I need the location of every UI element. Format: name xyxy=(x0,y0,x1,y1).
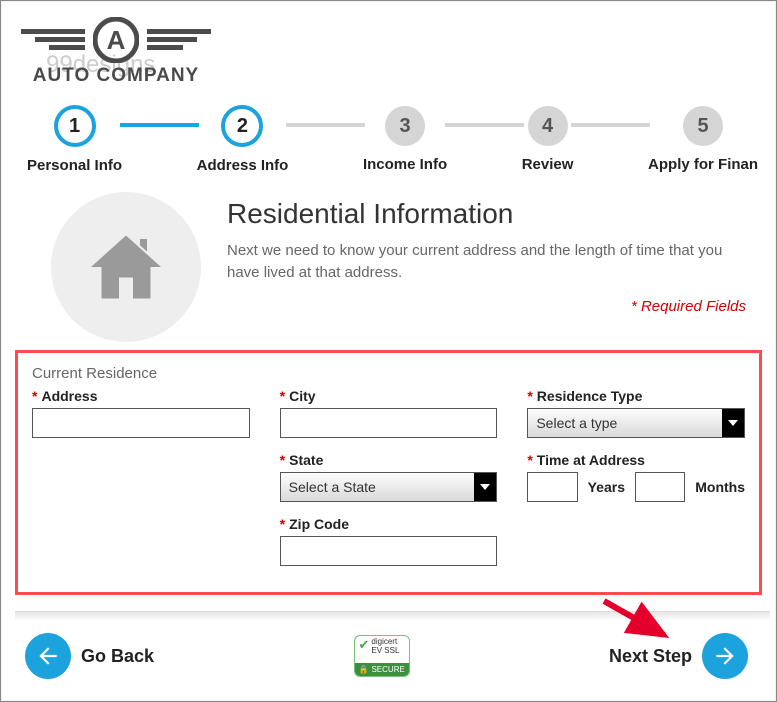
arrow-left-icon xyxy=(25,633,71,679)
connector-1-2 xyxy=(120,123,199,127)
state-label: *State xyxy=(280,452,498,468)
go-back-button[interactable]: Go Back xyxy=(25,633,154,679)
security-badge: ✔ digicert EV SSL 🔒 SECURE xyxy=(354,635,410,677)
step-1[interactable]: 1 Personal Info xyxy=(27,105,122,174)
years-label: Years xyxy=(588,479,625,495)
chevron-down-icon xyxy=(474,473,496,501)
badge-secure: SECURE xyxy=(371,665,404,674)
step-3-label: Income Info xyxy=(363,156,447,173)
step-5-label: Apply for Finan xyxy=(648,156,758,173)
logo: 99designs A AUTO COMPANY xyxy=(21,11,211,87)
zip-input[interactable] xyxy=(280,536,498,566)
logo-a-icon: A xyxy=(93,17,139,63)
step-5-number: 5 xyxy=(683,106,723,146)
address-label: *Address xyxy=(32,388,250,404)
divider xyxy=(15,611,770,621)
check-icon: ✔ xyxy=(359,638,370,651)
wing-left-icon xyxy=(21,25,85,55)
form-highlight-box: Current Residence *Address *City *State … xyxy=(15,350,762,595)
state-select[interactable]: Select a State xyxy=(280,472,498,502)
next-step-button[interactable]: Next Step xyxy=(609,633,748,679)
arrow-right-icon xyxy=(702,633,748,679)
step-2[interactable]: 2 Address Info xyxy=(197,105,289,174)
zip-label: *Zip Code xyxy=(280,516,498,532)
logo-brand-text: AUTO COMPANY xyxy=(33,65,199,87)
badge-line2: EV SSL xyxy=(371,647,399,656)
stepper: 1 Personal Info 2 Address Info 3 Income … xyxy=(21,105,764,174)
step-3-number: 3 xyxy=(385,106,425,146)
time-at-address-label: *Time at Address xyxy=(527,452,745,468)
months-label: Months xyxy=(695,479,745,495)
address-input[interactable] xyxy=(32,408,250,438)
go-back-label: Go Back xyxy=(81,646,154,667)
connector-4-5 xyxy=(571,123,650,127)
state-select-value: Select a State xyxy=(289,479,376,495)
step-4-number: 4 xyxy=(528,106,568,146)
step-5[interactable]: 5 Apply for Finan xyxy=(648,106,758,173)
step-4-label: Review xyxy=(522,156,574,173)
page-title: Residential Information xyxy=(227,198,746,230)
connector-3-4 xyxy=(445,123,524,127)
step-3[interactable]: 3 Income Info xyxy=(363,106,447,173)
residence-type-select[interactable]: Select a type xyxy=(527,408,745,438)
connector-2-3 xyxy=(286,123,365,127)
residence-type-value: Select a type xyxy=(536,415,617,431)
wing-right-icon xyxy=(147,25,211,55)
section-title: Current Residence xyxy=(32,365,745,382)
house-icon xyxy=(84,225,168,309)
lock-icon: 🔒 xyxy=(359,665,369,674)
residence-type-label: *Residence Type xyxy=(527,388,745,404)
chevron-down-icon xyxy=(722,409,744,437)
step-2-label: Address Info xyxy=(197,157,289,174)
svg-text:A: A xyxy=(107,25,126,55)
page-subtitle: Next we need to know your current addres… xyxy=(227,240,746,284)
step-1-label: Personal Info xyxy=(27,157,122,174)
step-2-number: 2 xyxy=(221,105,263,147)
required-fields-note: * Required Fields xyxy=(227,298,746,315)
step-4[interactable]: 4 Review xyxy=(522,106,574,173)
months-input[interactable] xyxy=(635,472,685,502)
years-input[interactable] xyxy=(527,472,577,502)
section-icon-circle xyxy=(51,192,201,342)
city-input[interactable] xyxy=(280,408,498,438)
step-1-number: 1 xyxy=(54,105,96,147)
next-step-label: Next Step xyxy=(609,646,692,667)
city-label: *City xyxy=(280,388,498,404)
